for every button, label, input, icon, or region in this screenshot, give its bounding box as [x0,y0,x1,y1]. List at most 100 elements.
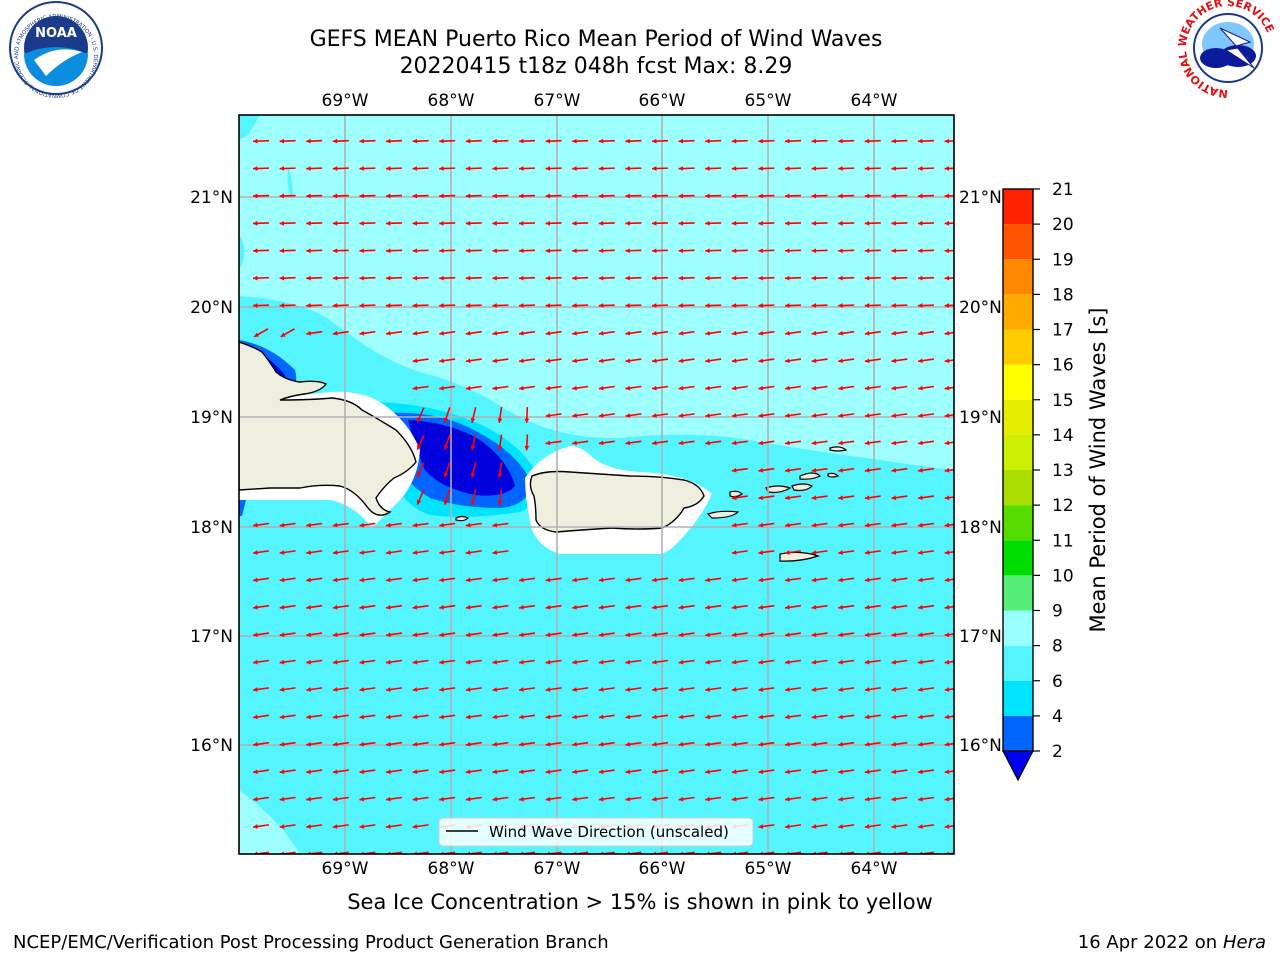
wind-wave-arrowhead [332,193,338,199]
wind-wave-arrowhead [332,796,338,802]
footer-host: Hera [1222,932,1266,953]
wind-wave-arrowhead [918,193,923,199]
wind-wave-arrowhead [279,632,285,638]
wind-wave-arrowhead [572,413,577,418]
wind-wave-arrowhead [519,385,524,391]
wind-wave-arrowhead [598,796,604,802]
wind-wave-arrowhead [705,741,710,747]
wind-wave-arrowhead [625,769,631,775]
wind-wave-arrowhead [465,714,471,720]
wind-wave-arrowhead [332,714,338,720]
wind-wave-arrowhead [306,769,311,775]
wind-wave-arrowhead [625,193,630,199]
wind-wave-arrowhead [731,248,737,254]
wind-wave-arrowhead [811,769,817,775]
wind-wave-arrowhead [864,632,870,638]
wind-wave-arrowhead [864,248,870,254]
wind-wave-arrowhead [705,714,710,720]
wind-wave-arrowhead [386,193,391,199]
wind-wave-arrowhead [386,138,391,144]
wind-wave-arrowhead [332,330,338,336]
wind-wave-arrowhead [785,495,790,501]
colorbar-extend-triangle [1002,750,1034,782]
wind-wave-arrowhead [758,303,763,308]
wind-wave-arrowhead [625,687,631,692]
wind-wave-arrowhead [279,769,285,775]
wind-wave-arrowhead [545,440,551,446]
wind-wave-arrowhead [678,769,684,775]
wind-wave-arrowhead [944,550,950,555]
colorbar-tick-label: 16 [1052,356,1074,376]
colorbar-segment [1003,505,1033,541]
wind-wave-arrowhead [678,303,684,308]
wind-wave-arrowhead [918,714,923,720]
wind-wave-arrowhead [891,303,896,308]
wind-wave-arrowhead [439,303,444,308]
wind-wave-arrowhead [279,741,285,747]
wind-wave-arrowhead [545,166,551,171]
wind-wave-arrowhead [944,220,950,226]
wind-wave-arrowhead [519,330,524,336]
wind-wave-arrowhead [359,248,364,254]
wind-wave-arrowhead [545,248,551,254]
wind-wave-arrowhead [731,138,737,144]
wind-wave-arrowhead [811,330,817,336]
map-title: GEFS MEAN Puerto Rico Mean Period of Win… [309,27,883,52]
wind-wave-arrowhead [944,741,950,747]
wind-wave-arrowhead [944,769,950,775]
wind-wave-arrowhead [758,138,763,144]
wind-wave-arrowhead [652,330,657,336]
wind-wave-arrowhead [838,577,843,583]
wind-wave-arrowhead [465,275,471,281]
wind-wave-arrowhead [253,824,258,829]
wind-wave-arrowhead [359,714,365,720]
colorbar-tick-label: 19 [1052,250,1074,270]
wind-wave-arrowhead [864,138,870,144]
wind-wave-arrowhead [864,330,870,336]
wind-wave-arrowhead [918,467,923,473]
wind-wave-arrowhead [918,440,923,446]
wind-wave-arrowhead [944,166,950,171]
wind-wave-arrowhead [731,550,737,555]
wind-wave-arrowhead [731,440,737,446]
wind-wave-arrowhead [306,824,311,829]
wind-wave-arrowhead [332,220,338,226]
wind-wave-arrowhead [838,275,843,281]
lat-label: 21°N [959,188,1002,208]
wind-wave-arrowhead [412,358,418,364]
wind-wave-arrowhead [678,193,684,199]
wind-wave-arrowhead [652,632,657,638]
wind-wave-arrowhead [497,500,503,506]
wind-wave-arrowhead [705,275,710,281]
wind-wave-arrowhead [864,467,870,473]
wind-wave-arrowhead [386,248,391,254]
lat-label: 20°N [190,298,233,318]
lat-label: 16°N [959,736,1002,756]
wind-wave-arrowhead [625,632,631,638]
wind-wave-arrowhead [731,275,737,281]
wind-wave-arrowhead [492,550,498,555]
wind-wave-arrowhead [519,687,524,692]
wind-wave-arrowhead [545,632,551,638]
wind-wave-arrowhead [944,467,950,473]
noaa-logo-text: NOAA [35,26,77,41]
colorbar-tick-label: 10 [1052,566,1074,586]
wind-wave-arrowhead [439,358,444,364]
wind-wave-arrowhead [332,522,338,528]
wind-wave-arrowhead [731,495,737,501]
wind-wave-arrowhead [864,413,870,418]
wind-wave-arrowhead [279,248,285,254]
colorbar-segment [1003,470,1033,506]
wind-wave-arrowhead [306,577,311,583]
wind-wave-arrowhead [918,796,923,802]
wind-wave-arrowhead [519,303,524,308]
wind-wave-arrowhead [332,166,338,171]
wind-wave-arrowhead [944,659,950,665]
wind-wave-arrowhead [918,577,923,583]
wind-wave-arrowhead [705,659,710,665]
wind-wave-arrowhead [253,687,258,692]
wind-wave-arrowhead [386,659,391,665]
wind-wave-arrowhead [359,659,365,665]
wind-wave-arrowhead [944,275,950,281]
